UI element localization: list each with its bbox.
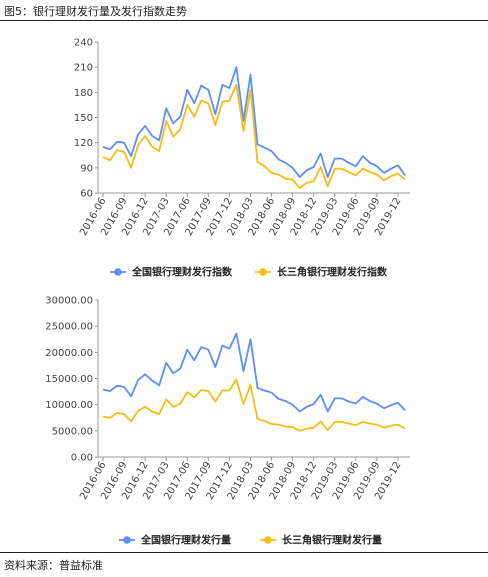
y-tick-label: 20000.00 — [45, 348, 93, 359]
legend-swatch-dot — [123, 536, 131, 544]
source-note: 资料来源：普益标准 — [4, 559, 103, 572]
y-tick-label: 15000.00 — [45, 374, 93, 385]
y-tick-label: 180 — [74, 88, 93, 99]
series-line-national — [102, 66, 406, 179]
figure-title: 图5：银行理财发行量及发行指数走势 — [4, 5, 187, 18]
y-tick-label: 120 — [74, 138, 93, 149]
series-line-national — [102, 332, 406, 413]
legend-label: 全国银行理财发行指数 — [131, 266, 233, 279]
chart-2: 30000.00 25000.00 20000.00 15000.00 10000.00… — [45, 296, 410, 547]
y-tick-label: 0.00 — [71, 453, 93, 464]
top-rule — [0, 20, 488, 21]
y-tick-label: 210 — [74, 63, 93, 74]
legend-swatch-dot — [264, 536, 272, 544]
y-tick-label: 10000.00 — [45, 400, 93, 411]
series-line-yrd — [102, 83, 406, 189]
y-tick-label: 240 — [74, 38, 93, 49]
legend-label: 长三角银行理财发行指数 — [277, 266, 388, 279]
chart-1: 24021018015012090602016-062016-092016-12… — [74, 38, 410, 279]
series-line-yrd — [102, 378, 406, 432]
y-tick-label: 30000.00 — [45, 296, 93, 307]
legend-swatch-dot — [114, 268, 122, 276]
y-tick-label: 5000.00 — [52, 426, 93, 437]
legend-label: 全国银行理财发行量 — [140, 534, 231, 547]
bottom-rule — [0, 552, 488, 553]
legend-label: 长三角银行理财发行量 — [282, 534, 382, 547]
y-tick-label: 150 — [74, 113, 93, 124]
y-tick-label: 60 — [80, 189, 93, 200]
y-tick-label: 25000.00 — [45, 322, 93, 333]
y-tick-label: 90 — [80, 163, 93, 174]
legend-swatch-dot — [259, 268, 267, 276]
